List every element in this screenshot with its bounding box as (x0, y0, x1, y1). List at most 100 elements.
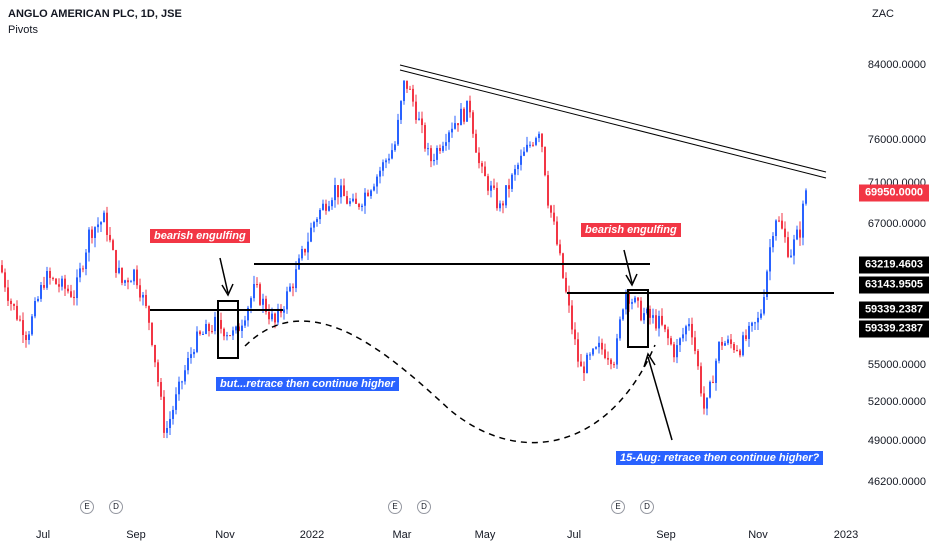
candle-body (157, 362, 159, 383)
candle-body (88, 229, 90, 253)
candle-body (475, 133, 477, 153)
candle-body (331, 200, 333, 207)
candle-body (181, 381, 183, 383)
candle-body (268, 311, 270, 320)
candle-body (634, 297, 636, 303)
dividend-event-icon[interactable]: D (417, 500, 431, 514)
candle-body (805, 190, 807, 204)
arrow-shaft-2 (623, 249, 633, 284)
arrow-head-1 (221, 283, 234, 297)
arrow-shaft-1 (219, 257, 229, 294)
candle-body (673, 344, 675, 358)
x-tick-label: Sep (656, 529, 676, 541)
candle-body (802, 203, 804, 238)
candle-body (550, 205, 552, 213)
earnings-event-icon[interactable]: E (80, 500, 94, 514)
candle-body (154, 344, 156, 363)
candle-body (670, 338, 672, 345)
candle-body (301, 248, 303, 259)
candle-body (715, 360, 717, 383)
annotation-retrace-2[interactable]: 15-Aug: retrace then continue higher? (616, 451, 824, 465)
candle-body (271, 313, 273, 320)
candle-body (7, 287, 9, 301)
trendline-lower[interactable] (399, 69, 827, 179)
candle-body (295, 269, 297, 289)
highlight-box-1[interactable] (217, 300, 239, 359)
projection-curve[interactable] (244, 320, 656, 444)
candle-body (523, 151, 525, 156)
candle-body (613, 364, 615, 366)
candle-body (409, 88, 411, 90)
arrow-head-2 (625, 273, 638, 287)
candle-body (202, 333, 204, 335)
y-tick-label: 55000.0000 (867, 359, 926, 371)
candle-body (382, 162, 384, 171)
candle-body (652, 315, 654, 318)
annotation-retrace-1[interactable]: but...retrace then continue higher (216, 377, 399, 391)
drawings-layer (150, 64, 834, 444)
price-tag-line: 59339.2387 (859, 320, 929, 338)
candle-body (64, 278, 66, 289)
candle-body (25, 335, 27, 340)
x-tick-label: 2023 (833, 529, 859, 541)
candle-body (166, 428, 168, 433)
candle-body (415, 101, 417, 120)
candle-body (73, 296, 75, 299)
candle-body (178, 381, 180, 395)
candle-body (208, 324, 210, 332)
price-tag-last: 69950.0000 (859, 184, 929, 202)
candle-body (19, 319, 21, 321)
candle-body (79, 268, 81, 278)
candle-body (655, 315, 657, 329)
candle-body (754, 322, 756, 324)
candle-body (712, 381, 714, 383)
candle-body (388, 158, 390, 161)
dividend-event-icon[interactable]: D (640, 500, 654, 514)
candle-body (43, 285, 45, 288)
candle-body (697, 350, 699, 367)
candle-body (334, 185, 336, 201)
candle-body (373, 186, 375, 191)
candle-body (649, 308, 651, 318)
annotation-bearish-engulfing-1[interactable]: bearish engulfing (150, 229, 250, 243)
candle-body (595, 347, 597, 349)
candle-body (760, 313, 762, 318)
candle-body (487, 176, 489, 191)
candle-body (739, 350, 741, 356)
candle-body (121, 267, 123, 283)
candle-body (97, 224, 99, 228)
candle-body (706, 397, 708, 409)
trendline-upper[interactable] (399, 64, 827, 173)
candle-body (508, 185, 510, 189)
candle-body (190, 354, 192, 358)
earnings-event-icon[interactable]: E (388, 500, 402, 514)
candle-body (766, 271, 768, 297)
candle-body (403, 80, 405, 102)
candle-body (577, 339, 579, 362)
candle-body (469, 100, 471, 113)
candle-body (55, 278, 57, 285)
candle-body (76, 277, 78, 299)
candle-body (133, 269, 135, 282)
candle-body (439, 148, 441, 151)
candle-body (520, 155, 522, 165)
candle-body (211, 331, 213, 333)
chart-title: ANGLO AMERICAN PLC, 1D, JSE (8, 8, 182, 20)
candle-body (175, 394, 177, 410)
dividend-event-icon[interactable]: D (109, 500, 123, 514)
indicator-label[interactable]: Pivots (8, 24, 38, 36)
candle-body (688, 323, 690, 327)
candle-body (136, 269, 138, 286)
candle-body (259, 284, 261, 305)
candle-body (472, 112, 474, 134)
candle-body (142, 294, 144, 298)
candle-body (160, 382, 162, 397)
highlight-box-2[interactable] (627, 289, 649, 348)
earnings-event-icon[interactable]: E (611, 500, 625, 514)
candle-body (394, 144, 396, 151)
annotation-bearish-engulfing-2[interactable]: bearish engulfing (581, 223, 681, 237)
candle-body (226, 335, 228, 337)
candle-body (289, 286, 291, 292)
candle-body (643, 313, 645, 321)
